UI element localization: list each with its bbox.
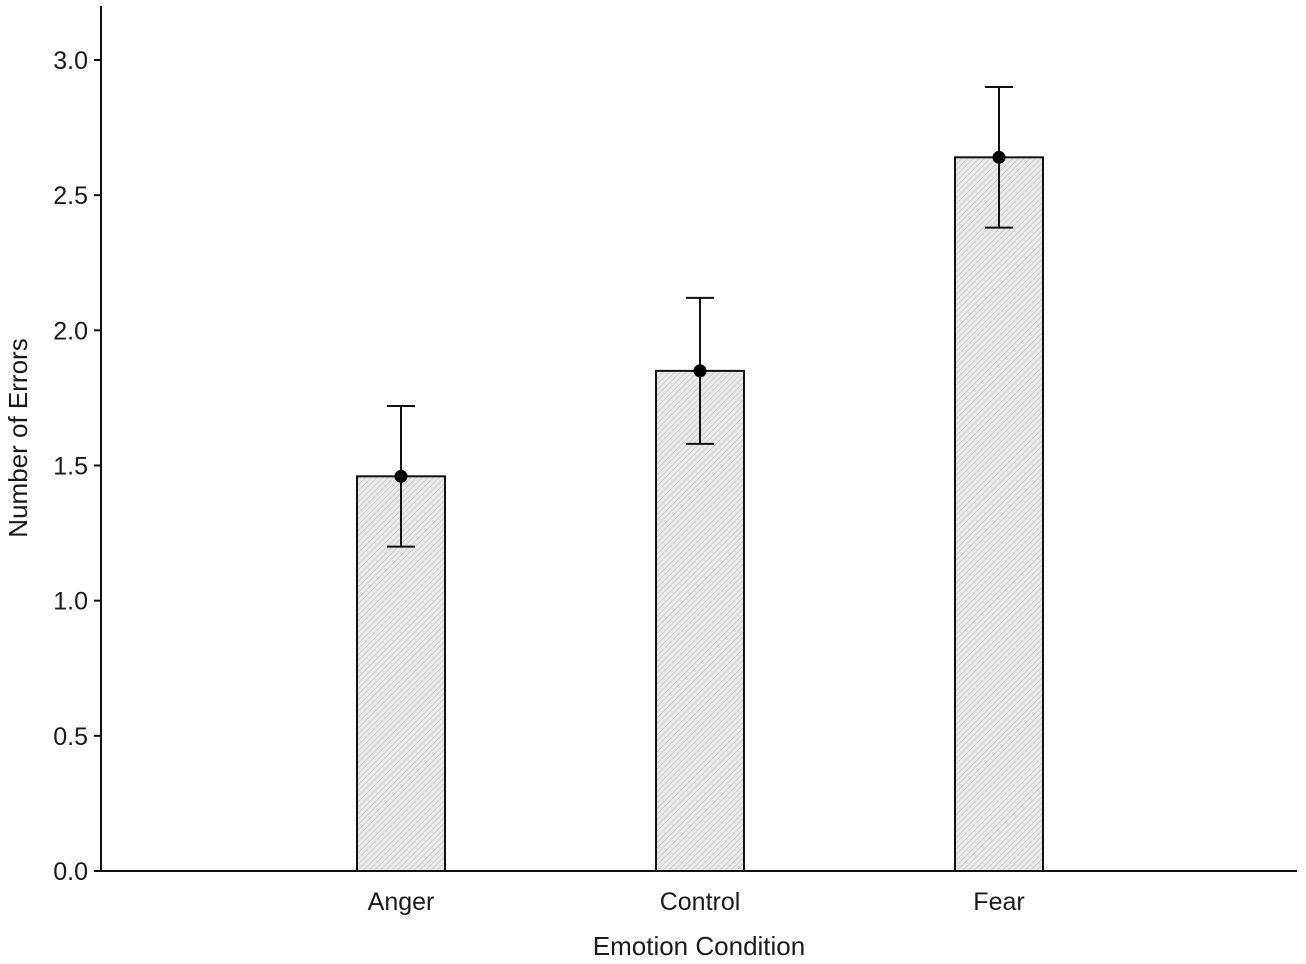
mean-points-group (394, 150, 1006, 483)
y-tick-label: 3.0 (53, 47, 88, 75)
y-axis-ticks: 0.0 0.5 1.0 1.5 2.0 2.5 3.0 (53, 47, 101, 886)
bar-control (655, 369, 745, 872)
y-tick-label: 1.0 (53, 588, 88, 616)
mean-point-anger (394, 469, 408, 483)
y-tick-label: 1.5 (53, 453, 88, 481)
y-tick-label: 0.0 (53, 858, 88, 886)
x-tick-label-control: Control (660, 888, 741, 916)
x-tick-label-anger: Anger (368, 888, 435, 916)
bar-fear (954, 156, 1044, 872)
x-axis-title: Emotion Condition (593, 931, 805, 961)
y-tick-label: 2.5 (53, 182, 88, 210)
mean-point-fear (992, 150, 1006, 164)
y-axis-title: Number of Errors (3, 338, 33, 537)
mean-point-control (693, 364, 707, 378)
y-tick-label: 2.0 (53, 317, 88, 345)
x-axis-tick-labels: Anger Control Fear (368, 888, 1025, 916)
y-tick-label: 0.5 (53, 723, 88, 751)
bars-group (356, 156, 1044, 872)
x-tick-label-fear: Fear (973, 888, 1024, 916)
